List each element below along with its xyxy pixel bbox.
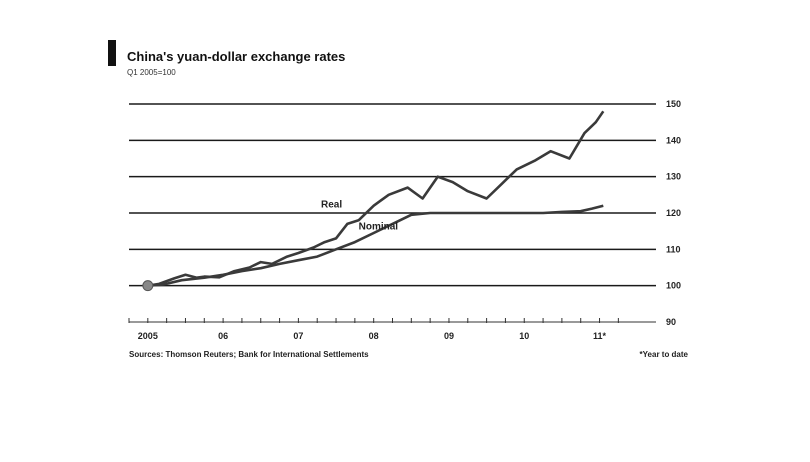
series-labels: Real Nominal xyxy=(321,200,398,233)
series-lines xyxy=(142,110,605,292)
x-tick-label: 08 xyxy=(369,331,379,341)
title-bar xyxy=(108,40,116,66)
series-label-real: Real xyxy=(321,200,342,211)
x-tick-label: 10 xyxy=(519,331,529,341)
x-tick-label: 2005 xyxy=(138,331,158,341)
series-line-real xyxy=(147,110,605,287)
x-axis: 2005 06 07 08 09 10 11* xyxy=(128,318,656,341)
chart-subtitle: Q1 2005=100 xyxy=(127,68,176,77)
y-tick-label: 150 xyxy=(666,99,681,109)
series-label-nominal: Nominal xyxy=(359,221,399,232)
y-axis-ticks: 90 100 110 120 130 140 150 xyxy=(666,99,681,327)
gridlines xyxy=(129,103,656,287)
x-tick-label: 09 xyxy=(444,331,454,341)
base-point-marker xyxy=(142,280,154,292)
x-tick-label: 06 xyxy=(218,331,228,341)
y-tick-label: 110 xyxy=(666,244,681,254)
series-line-nominal xyxy=(147,204,604,287)
y-tick-label: 90 xyxy=(666,317,676,327)
footnote: *Year to date xyxy=(640,350,689,359)
source-note: Sources: Thomson Reuters; Bank for Inter… xyxy=(129,350,369,359)
x-tick-label: 11* xyxy=(593,331,607,341)
y-tick-label: 120 xyxy=(666,208,681,218)
y-tick-label: 140 xyxy=(666,135,681,145)
chart-title: China's yuan-dollar exchange rates xyxy=(127,49,345,64)
y-tick-label: 130 xyxy=(666,172,681,182)
y-tick-label: 100 xyxy=(666,281,681,291)
x-tick-label: 07 xyxy=(293,331,303,341)
